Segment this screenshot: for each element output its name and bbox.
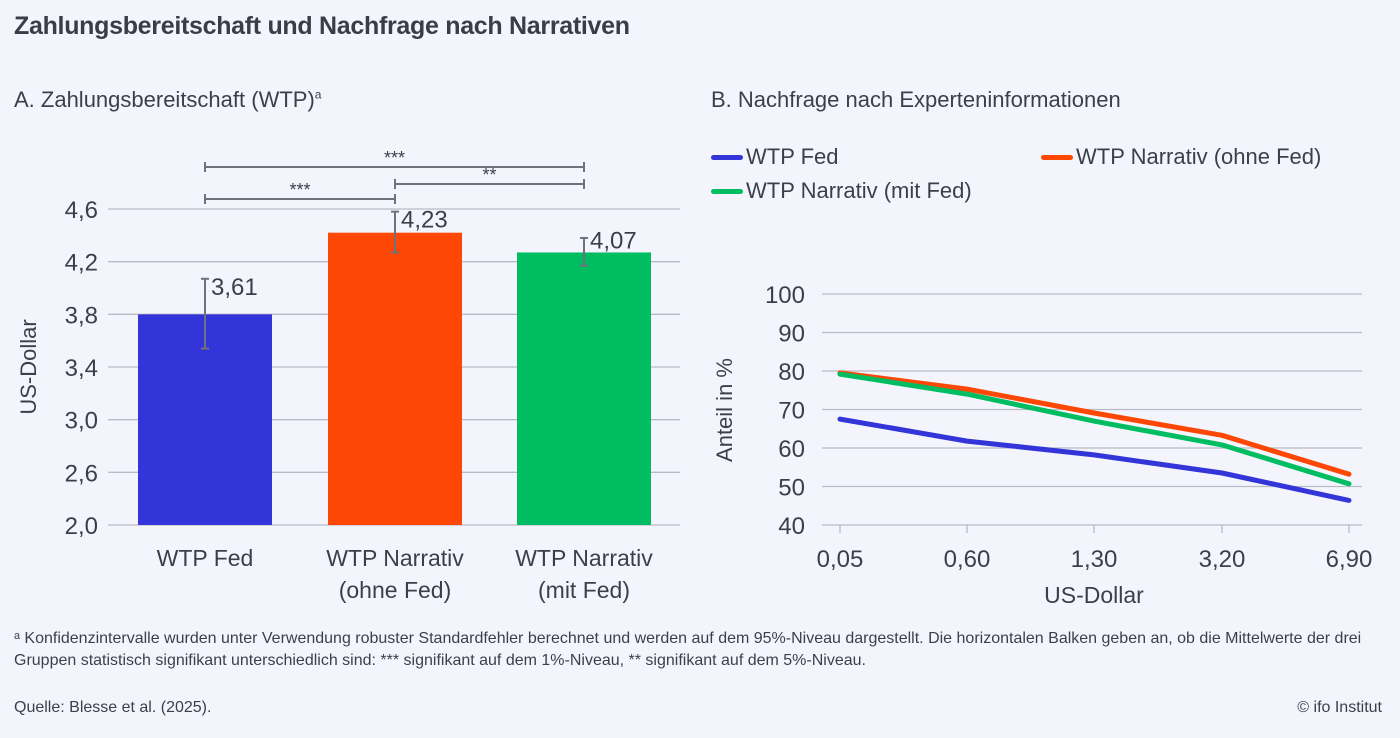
x-tick-label: WTP Narrativ xyxy=(515,545,653,571)
bar xyxy=(517,252,651,525)
x-axis-label: US-Dollar xyxy=(1044,582,1144,608)
significance-label: *** xyxy=(384,148,405,168)
data-label: 3,61 xyxy=(211,274,258,301)
legend-label: WTP Fed xyxy=(746,144,839,169)
y-axis-label: US-Dollar xyxy=(16,319,41,414)
data-label: 4,23 xyxy=(401,207,448,234)
y-tick-label: 2,6 xyxy=(65,460,98,487)
y-tick-label: 3,4 xyxy=(65,355,98,382)
charts-canvas: 2,0 2,6 3,0 3,4 3,8 4,2 4,6 US-Dollar 3,61 WTP Fe… xyxy=(16,148,1373,608)
x-tick-label: (ohne Fed) xyxy=(339,577,452,603)
y-tick-label: 90 xyxy=(778,321,805,348)
series-line xyxy=(837,371,1352,487)
series-line xyxy=(837,370,1352,477)
y-tick-label: 3,0 xyxy=(65,408,98,435)
x-tick-label: 0,60 xyxy=(944,546,991,573)
x-tick-label: 0,05 xyxy=(817,546,864,573)
footnote-marker: a xyxy=(314,87,322,102)
figure-title: Zahlungsbereitschaft und Nachfrage nach … xyxy=(14,12,630,40)
legend-swatch-green xyxy=(711,188,743,194)
y-tick-label: 80 xyxy=(778,359,805,386)
y-tick-label: 50 xyxy=(778,475,805,502)
y-axis-label: Anteil in % xyxy=(712,358,737,462)
legend-item-wtp-narrativ-mit-fed: WTP Narrativ (mit Fed) xyxy=(711,178,972,204)
x-tick-label: 6,90 xyxy=(1326,546,1373,573)
significance-label: *** xyxy=(289,180,310,200)
y-tick-label: 40 xyxy=(778,513,805,540)
x-tick-label: WTP Fed xyxy=(157,545,254,571)
legend-label: WTP Narrativ (mit Fed) xyxy=(746,178,972,203)
y-tick-label: 100 xyxy=(765,282,805,309)
legend-swatch-orange xyxy=(1041,154,1073,160)
legend-swatch-blue xyxy=(711,154,743,160)
x-tick-label: WTP Narrativ xyxy=(326,545,464,571)
x-tick-label: (mit Fed) xyxy=(538,577,630,603)
bar xyxy=(328,232,462,525)
x-tick-label: 3,20 xyxy=(1199,546,1246,573)
x-tick-label: 1,30 xyxy=(1071,546,1118,573)
legend-label: WTP Narrativ (ohne Fed) xyxy=(1076,144,1322,169)
copyright: © ifo Institut xyxy=(1297,699,1382,716)
y-tick-label: 4,2 xyxy=(65,250,98,277)
legend-item-wtp-narrativ-ohne-fed: WTP Narrativ (ohne Fed) xyxy=(1041,144,1321,170)
panel-a-title: A. Zahlungsbereitschaft (WTP)a xyxy=(14,87,321,113)
panel-b-title: B. Nachfrage nach Experteninformationen xyxy=(711,87,1121,112)
y-tick-label: 60 xyxy=(778,436,805,463)
y-tick-label: 70 xyxy=(778,398,805,425)
legend-item-wtp-fed: WTP Fed xyxy=(711,144,839,170)
y-tick-label: 2,0 xyxy=(65,513,98,540)
footnote: ᵃ Konfidenzintervalle wurden unter Verwe… xyxy=(14,630,1362,669)
series-line xyxy=(837,416,1352,503)
y-tick-label: 3,8 xyxy=(65,302,98,329)
y-tick-label: 4,6 xyxy=(65,197,98,224)
panel-a-title-text: A. Zahlungsbereitschaft (WTP) xyxy=(14,87,315,112)
data-label: 4,07 xyxy=(590,227,637,254)
legend: WTP Fed WTP Narrativ (ohne Fed) WTP Narr… xyxy=(711,144,1391,214)
significance-label: ** xyxy=(482,165,496,185)
source-note: Quelle: Blesse et al. (2025). xyxy=(14,699,212,716)
